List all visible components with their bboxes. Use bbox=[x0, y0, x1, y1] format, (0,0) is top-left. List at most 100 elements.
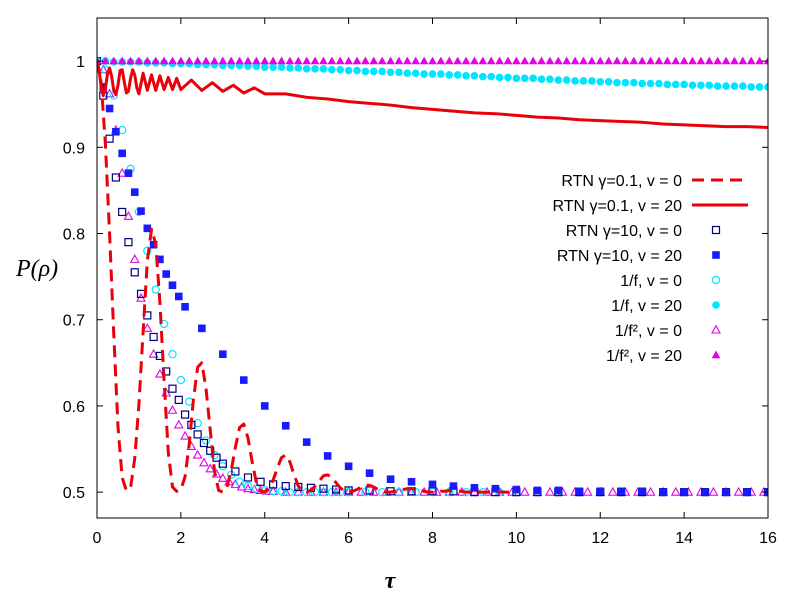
data-point-invf2_v20 bbox=[704, 56, 714, 65]
data-point-invf2_v20 bbox=[654, 56, 664, 65]
data-point-invf_v20 bbox=[495, 73, 504, 82]
legend-label: RTN γ=0.1, v = 20 bbox=[552, 198, 682, 215]
data-point-invf_v0 bbox=[294, 487, 303, 497]
data-point-invf2_v20 bbox=[520, 56, 530, 65]
legend-swatch bbox=[711, 225, 721, 235]
data-point-rtn10_v0 bbox=[218, 459, 227, 468]
data-point-invf2_v0 bbox=[142, 323, 153, 332]
data-point-invf2_v0 bbox=[331, 486, 341, 496]
data-point-invf2_v20 bbox=[168, 56, 177, 65]
data-point-invf_v20 bbox=[252, 62, 261, 71]
data-point-invf2_v0 bbox=[356, 486, 367, 496]
data-point-rtn10_v20 bbox=[105, 104, 114, 113]
data-point-invf2_v20 bbox=[101, 56, 110, 65]
data-point-rtn10_v20 bbox=[118, 149, 126, 158]
data-point-invf_v20 bbox=[260, 63, 269, 71]
data-point-invf_v20 bbox=[361, 67, 370, 76]
data-point-invf2_v20 bbox=[453, 56, 462, 65]
data-point-invf2_v20 bbox=[570, 56, 580, 65]
data-point-invf2_v20 bbox=[126, 56, 135, 65]
data-point-rtn10_v0 bbox=[331, 485, 341, 494]
data-point-invf2_v20 bbox=[688, 56, 697, 65]
data-point-rtn10_v20 bbox=[137, 207, 145, 215]
data-point-rtn10_v20 bbox=[680, 488, 688, 496]
data-point-invf_v20 bbox=[319, 65, 328, 73]
legend-item-invf2_v20: 1/f², v = 20 bbox=[606, 348, 721, 365]
data-point-invf_v20 bbox=[739, 82, 747, 90]
data-point-invf_v0 bbox=[243, 481, 253, 491]
data-point-rtn10_v20 bbox=[99, 83, 108, 91]
data-point-invf_v20 bbox=[764, 83, 768, 91]
data-point-rtn10_v20 bbox=[701, 488, 709, 496]
data-point-invf2_v0 bbox=[670, 486, 681, 496]
data-point-invf_v20 bbox=[554, 76, 563, 84]
legend-swatch bbox=[711, 275, 721, 285]
data-point-invf_v20 bbox=[655, 79, 663, 88]
data-point-invf_v0 bbox=[327, 487, 337, 497]
data-point-rtn10_v20 bbox=[124, 169, 133, 177]
data-point-invf2_v20 bbox=[117, 56, 127, 65]
legend-item-rtn01_v0: RTN γ=0.1, v = 0 bbox=[561, 173, 748, 190]
data-point-invf2_v20 bbox=[109, 56, 119, 65]
series-rtn10_v20 bbox=[97, 57, 768, 496]
data-point-invf_v20 bbox=[453, 71, 462, 79]
data-point-rtn10_v20 bbox=[344, 462, 353, 471]
data-point-invf2_v20 bbox=[335, 56, 345, 65]
data-point-rtn10_v20 bbox=[428, 480, 437, 489]
data-point-invf_v20 bbox=[395, 68, 403, 77]
legend-item-rtn01_v20: RTN γ=0.1, v = 20 bbox=[552, 198, 748, 215]
data-point-invf2_v20 bbox=[143, 56, 152, 65]
data-point-invf_v20 bbox=[596, 77, 605, 86]
data-point-invf_v20 bbox=[730, 82, 739, 90]
legend-label: RTN γ=10, v = 20 bbox=[557, 248, 682, 265]
data-point-invf2_v20 bbox=[201, 56, 211, 65]
data-point-rtn10_v20 bbox=[260, 402, 269, 410]
data-point-invf_v20 bbox=[369, 67, 378, 76]
data-point-invf2_v20 bbox=[444, 56, 454, 65]
data-point-invf2_v20 bbox=[604, 56, 613, 65]
data-point-invf_v20 bbox=[328, 65, 336, 74]
x-tick-label: 16 bbox=[759, 530, 777, 547]
data-point-invf2_v0 bbox=[431, 486, 442, 496]
data-point-invf2_v0 bbox=[243, 483, 253, 493]
data-point-rtn10_v20 bbox=[239, 376, 248, 384]
data-point-invf2_v0 bbox=[148, 348, 159, 358]
data-point-invf_v20 bbox=[604, 77, 613, 86]
data-point-invf2_v20 bbox=[436, 56, 446, 65]
data-point-rtn10_v20 bbox=[198, 324, 206, 333]
data-point-invf2_v20 bbox=[746, 56, 756, 65]
y-axis-title: P(ρ) bbox=[15, 256, 58, 282]
data-point-invf_v20 bbox=[621, 78, 630, 87]
data-point-rtn10_v0 bbox=[130, 268, 139, 277]
data-point-invf2_v0 bbox=[544, 486, 555, 496]
data-point-invf2_v0 bbox=[733, 486, 744, 496]
data-point-invf2_v20 bbox=[377, 56, 387, 65]
data-point-rtn10_v0 bbox=[231, 467, 240, 476]
data-point-rtn10_v0 bbox=[174, 395, 183, 404]
data-point-invf_v20 bbox=[671, 80, 680, 89]
data-point-invf2_v20 bbox=[243, 56, 253, 65]
data-point-invf_v20 bbox=[386, 68, 395, 77]
data-point-invf_v20 bbox=[420, 70, 428, 78]
data-point-invf2_v20 bbox=[134, 56, 144, 65]
data-point-invf_v20 bbox=[588, 77, 596, 85]
legend-swatch bbox=[711, 324, 721, 334]
legend-label: 1/f, v = 20 bbox=[611, 298, 682, 315]
data-point-invf2_v20 bbox=[260, 56, 270, 65]
data-point-invf2_v0 bbox=[117, 167, 128, 177]
data-point-invf_v20 bbox=[462, 71, 470, 80]
data-point-rtn10_v20 bbox=[407, 477, 416, 486]
data-point-invf2_v20 bbox=[671, 56, 681, 65]
data-point-invf_v20 bbox=[470, 71, 479, 80]
data-point-invf_v20 bbox=[286, 64, 294, 72]
data-point-invf_v20 bbox=[713, 82, 722, 90]
data-point-invf2_v20 bbox=[763, 56, 768, 65]
data-point-invf2_v20 bbox=[285, 56, 295, 65]
data-point-invf_v20 bbox=[487, 72, 496, 81]
data-point-invf2_v0 bbox=[607, 486, 618, 496]
data-point-invf_v20 bbox=[663, 80, 672, 89]
x-tick-label: 10 bbox=[507, 530, 525, 547]
data-point-rtn10_v20 bbox=[112, 127, 120, 136]
data-point-invf_v20 bbox=[311, 65, 319, 73]
